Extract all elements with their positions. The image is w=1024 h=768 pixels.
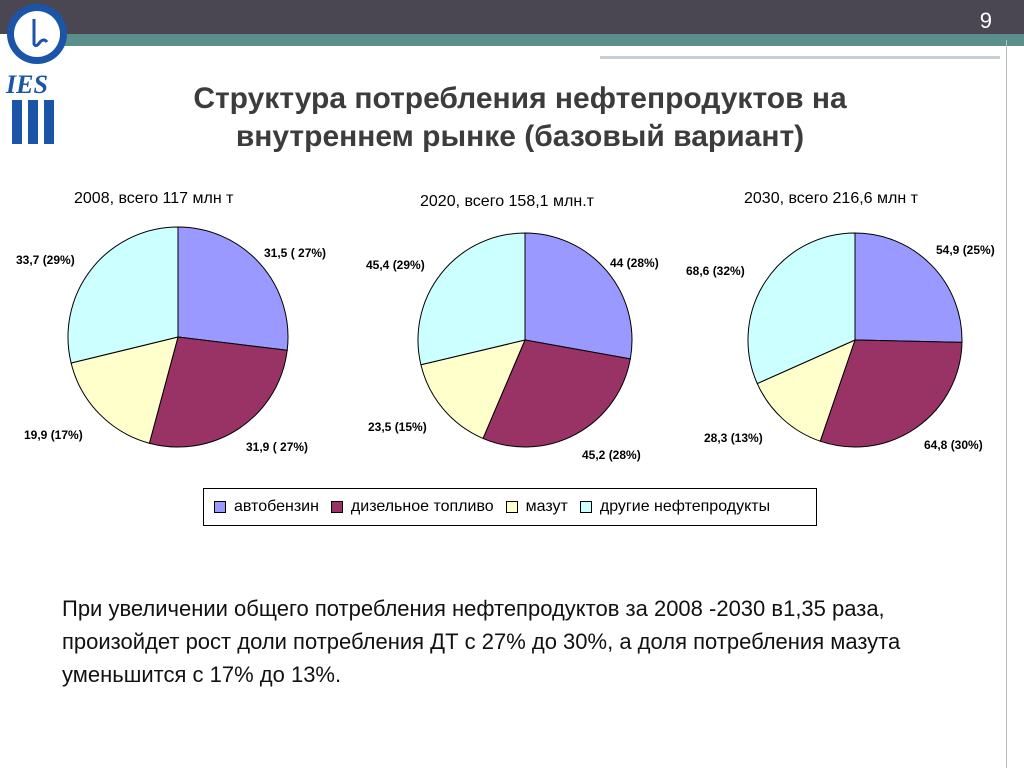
pie-2030-slice-mazut [756, 339, 856, 442]
page-title: Структура потребления нефтепродуктов на … [120, 80, 920, 156]
pie-2020-slice-other [417, 232, 526, 366]
pie-2008-slice-other [67, 226, 179, 364]
pie-2020-label-autobenzin: 44 (28%) [610, 256, 659, 270]
legend-label-mazut: мазут [525, 498, 568, 515]
logo-bar-3 [44, 100, 54, 144]
pie-2008-label-diesel: 31,9 ( 27%) [246, 440, 309, 454]
ies-logo: IES [5, 4, 67, 144]
pie-2020-slice-mazut [420, 339, 526, 440]
pie-2030-label-autobenzin: 54,9 (25%) [936, 243, 995, 257]
chart-legend: автобензин дизельное топливо мазут други… [203, 488, 817, 526]
logo-text: IES [5, 70, 48, 99]
pie-2020-title: 2020, всего 158,1 млн.т [420, 193, 594, 210]
pie-2020-label-diesel: 45,2 (28%) [582, 448, 641, 462]
pie-2030-label-other: 68,6 (32%) [686, 264, 745, 278]
legend-swatch-other [579, 501, 592, 513]
pie-2030-slice-other [747, 232, 856, 385]
pie-2008-label-autobenzin: 31,5 ( 27%) [264, 246, 327, 260]
legend-item-autobenzin: автобензин [214, 498, 319, 516]
logo-inner-circle [14, 11, 60, 57]
pie-2030-slice-diesel [819, 339, 963, 448]
right-rule [1006, 40, 1007, 768]
top-band [0, 0, 1024, 34]
pie-2030-title: 2030, всего 216,6 млн т [744, 190, 918, 207]
legend-item-mazut: мазут [505, 498, 568, 516]
pie-2030-label-mazut: 28,3 (13%) [704, 431, 763, 445]
pie-2008-title: 2008, всего 117 млн т [74, 190, 234, 207]
pie-2008-slice-autobenzin [177, 226, 289, 351]
legend-label-diesel: дизельное топливо [350, 498, 494, 515]
legend-item-other: другие нефтепродукты [579, 498, 771, 516]
summary-text: При увеличении общего потребления нефтеп… [62, 596, 901, 687]
slide-number: 9 [979, 8, 992, 33]
pie-2030-slice-autobenzin [854, 232, 963, 343]
legend-label-other: другие нефтепродукты [599, 498, 771, 515]
pie-2008-label-mazut: 19,9 (17%) [24, 428, 83, 442]
legend-swatch-autobenzin [214, 501, 226, 513]
top-accent-line [600, 56, 1000, 59]
logo-bar-1 [12, 100, 22, 144]
pie-2008-slice-diesel [148, 336, 288, 448]
top-accent-band [60, 34, 1024, 46]
legend-label-autobenzin: автобензин [234, 498, 319, 515]
title-line-1: Структура потребления нефтепродуктов на [193, 82, 847, 115]
legend-swatch-mazut [505, 501, 518, 513]
pie-2020-slice-diesel [482, 339, 631, 448]
pie-2030-label-diesel: 64,8 (30%) [924, 438, 983, 452]
legend-item-diesel: дизельное топливо [330, 498, 494, 516]
title-line-2: внутреннем рынке (базовый вариант) [235, 120, 805, 153]
pie-2020-label-other: 45,4 (29%) [366, 258, 425, 272]
logo-bar-2 [28, 100, 38, 144]
legend-swatch-diesel [330, 501, 343, 513]
pie-2008-label-other: 33,7 (29%) [16, 253, 75, 267]
logo-mark [32, 19, 49, 48]
pie-2020-slice-autobenzin [524, 232, 633, 360]
pie-2008-slice-mazut [70, 336, 179, 444]
pie-2020-label-mazut: 23,5 (15%) [368, 420, 427, 434]
